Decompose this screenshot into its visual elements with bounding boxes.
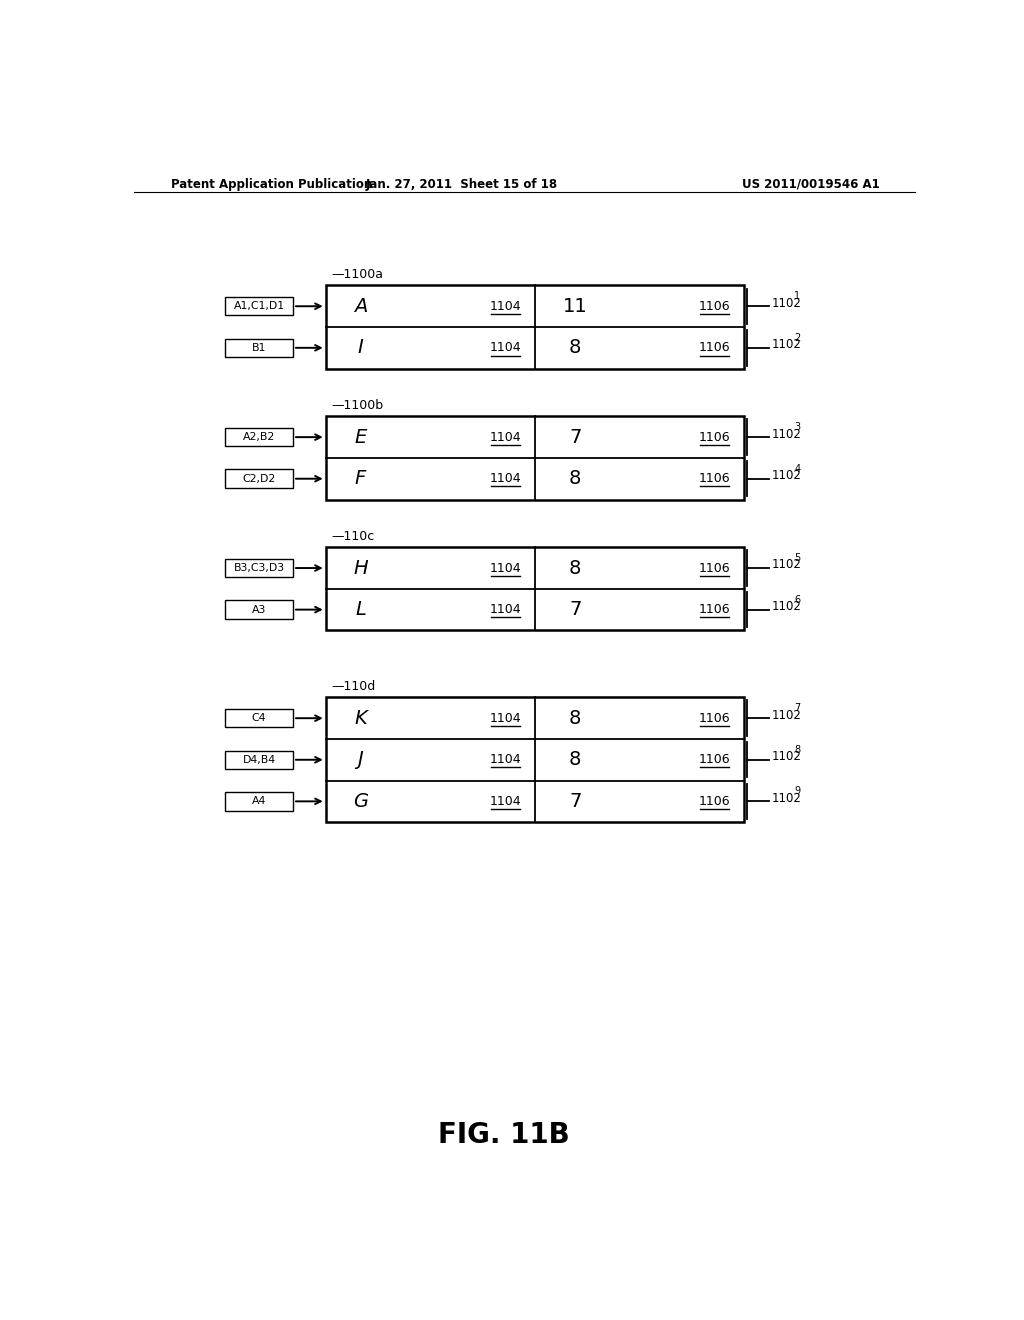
- Text: 1102: 1102: [771, 601, 801, 612]
- Text: D4,B4: D4,B4: [243, 755, 275, 764]
- Text: 1102: 1102: [771, 338, 801, 351]
- Text: 1106: 1106: [698, 473, 730, 486]
- Text: 1106: 1106: [698, 300, 730, 313]
- Text: —1100b: —1100b: [332, 399, 384, 412]
- Bar: [225, 338, 293, 356]
- Text: A3: A3: [252, 605, 266, 615]
- Text: Patent Application Publication: Patent Application Publication: [171, 178, 372, 190]
- Bar: [225, 297, 293, 315]
- Bar: [225, 709, 293, 727]
- Text: 1104: 1104: [489, 300, 521, 313]
- Text: US 2011/0019546 A1: US 2011/0019546 A1: [742, 178, 880, 190]
- Text: 7: 7: [569, 428, 582, 446]
- Text: 6: 6: [795, 594, 800, 605]
- Text: C4: C4: [252, 713, 266, 723]
- Text: 1106: 1106: [698, 754, 730, 767]
- Text: B3,C3,D3: B3,C3,D3: [233, 564, 285, 573]
- Bar: [326, 285, 744, 368]
- Bar: [225, 792, 293, 810]
- Text: —110c: —110c: [332, 529, 375, 543]
- Text: 8: 8: [569, 469, 582, 488]
- Text: 1104: 1104: [489, 603, 521, 616]
- Text: A1,C1,D1: A1,C1,D1: [233, 301, 285, 312]
- Text: 1102: 1102: [771, 297, 801, 310]
- Text: A2,B2: A2,B2: [243, 432, 275, 442]
- Text: 1106: 1106: [698, 711, 730, 725]
- Text: 1102: 1102: [771, 558, 801, 572]
- Text: B1: B1: [252, 343, 266, 352]
- Bar: [326, 416, 744, 499]
- Text: —1100a: —1100a: [332, 268, 384, 281]
- Text: E: E: [354, 428, 367, 446]
- Text: 7: 7: [569, 601, 582, 619]
- Text: 1106: 1106: [698, 561, 730, 574]
- Text: FIG. 11B: FIG. 11B: [438, 1121, 569, 1148]
- Text: 8: 8: [569, 338, 582, 358]
- Bar: [225, 428, 293, 446]
- Text: 8: 8: [569, 750, 582, 770]
- Text: 1102: 1102: [771, 709, 801, 722]
- Bar: [225, 751, 293, 770]
- Text: 1102: 1102: [771, 750, 801, 763]
- Text: F: F: [355, 469, 367, 488]
- Text: C2,D2: C2,D2: [243, 474, 275, 483]
- Text: 8: 8: [795, 744, 800, 755]
- Text: —110d: —110d: [332, 680, 376, 693]
- Text: 1104: 1104: [489, 430, 521, 444]
- Text: 1104: 1104: [489, 711, 521, 725]
- Text: 3: 3: [795, 422, 800, 432]
- Text: 1104: 1104: [489, 754, 521, 767]
- Text: 8: 8: [569, 558, 582, 578]
- Text: 4: 4: [795, 463, 800, 474]
- Bar: [326, 697, 744, 822]
- Text: A: A: [354, 297, 368, 315]
- Text: 1104: 1104: [489, 342, 521, 354]
- Text: J: J: [357, 750, 364, 770]
- Text: 2: 2: [795, 333, 801, 343]
- Text: 1104: 1104: [489, 473, 521, 486]
- Text: 7: 7: [795, 704, 801, 713]
- Text: 1104: 1104: [489, 795, 521, 808]
- Text: 1102: 1102: [771, 428, 801, 441]
- Text: 9: 9: [795, 787, 800, 796]
- Text: 1102: 1102: [771, 469, 801, 482]
- Text: 1106: 1106: [698, 342, 730, 354]
- Text: 8: 8: [569, 709, 582, 727]
- Text: 7: 7: [569, 792, 582, 810]
- Bar: [225, 558, 293, 577]
- Text: 1102: 1102: [771, 792, 801, 805]
- Text: K: K: [354, 709, 367, 727]
- Text: H: H: [353, 558, 368, 578]
- Text: 11: 11: [563, 297, 588, 315]
- Bar: [225, 470, 293, 488]
- Text: A4: A4: [252, 796, 266, 807]
- Text: 1104: 1104: [489, 561, 521, 574]
- Text: I: I: [357, 338, 364, 358]
- Text: 1106: 1106: [698, 430, 730, 444]
- Bar: [326, 548, 744, 631]
- Text: L: L: [355, 601, 366, 619]
- Text: Jan. 27, 2011  Sheet 15 of 18: Jan. 27, 2011 Sheet 15 of 18: [366, 178, 557, 190]
- Text: 1106: 1106: [698, 795, 730, 808]
- Text: 1106: 1106: [698, 603, 730, 616]
- Bar: [225, 601, 293, 619]
- Text: 5: 5: [795, 553, 801, 564]
- Text: 1: 1: [795, 292, 800, 301]
- Text: G: G: [353, 792, 368, 810]
